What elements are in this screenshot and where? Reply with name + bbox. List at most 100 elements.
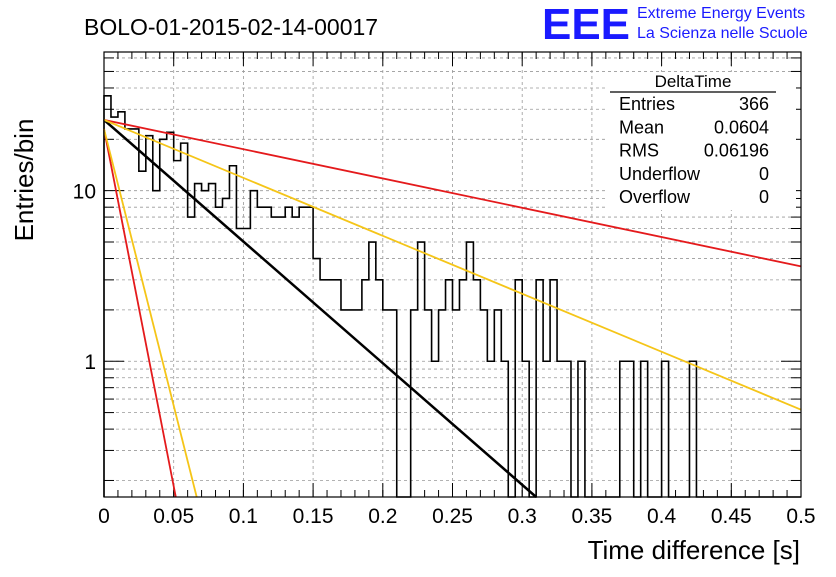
histogram-bin bbox=[195, 184, 202, 497]
histogram-bin bbox=[689, 361, 696, 497]
histogram-bin bbox=[271, 217, 278, 497]
x-tick-label: 0.05 bbox=[153, 505, 194, 528]
histogram-bin bbox=[188, 217, 195, 497]
stats-value: 0.0604 bbox=[714, 117, 769, 137]
histogram-bin bbox=[341, 310, 348, 497]
histogram-bin bbox=[627, 361, 634, 497]
histogram-outline bbox=[103, 94, 801, 498]
histogram-bin bbox=[578, 361, 585, 497]
x-tick-label: 0.35 bbox=[571, 505, 612, 528]
stats-value: 0 bbox=[759, 164, 769, 184]
histogram-bin bbox=[334, 280, 341, 497]
histogram-bin bbox=[418, 242, 425, 497]
stats-box-title: DeltaTime bbox=[655, 72, 732, 91]
x-tick-label: 0.1 bbox=[229, 505, 258, 528]
x-tick-label: 0.3 bbox=[508, 505, 537, 528]
run-title: BOLO-01-2015-02-14-00017 bbox=[84, 14, 378, 40]
histogram-bin bbox=[264, 207, 271, 497]
histogram-bin bbox=[662, 361, 669, 497]
histogram-bin bbox=[620, 361, 627, 497]
stats-label: Entries bbox=[619, 94, 675, 114]
fit-line-5 bbox=[103, 128, 198, 498]
x-tick-label: 0.15 bbox=[293, 505, 334, 528]
histogram-bin bbox=[515, 280, 522, 497]
histogram-bin bbox=[306, 207, 313, 497]
plot-frame bbox=[103, 51, 802, 498]
histogram-bin bbox=[459, 280, 466, 497]
x-tick-label: 0.25 bbox=[432, 505, 473, 528]
histogram-bin bbox=[383, 310, 390, 497]
y-tick-label: 10 bbox=[73, 181, 96, 204]
histogram-bin bbox=[536, 280, 543, 497]
stats-value: 366 bbox=[739, 94, 769, 114]
fit-line-4 bbox=[103, 128, 177, 498]
histogram-bin bbox=[466, 242, 473, 497]
histogram-bin bbox=[557, 361, 564, 497]
histogram-bin bbox=[390, 310, 397, 497]
histogram-bin bbox=[501, 361, 508, 497]
stats-box: DeltaTime Entries 366 Mean 0.0604 RMS 0.06196… bbox=[606, 72, 796, 210]
stats-label: Mean bbox=[619, 117, 664, 137]
histogram-bars bbox=[103, 94, 801, 498]
y-axis-title: Entries/bin bbox=[9, 119, 39, 242]
histogram-bin bbox=[243, 229, 250, 497]
stats-label: RMS bbox=[619, 141, 659, 161]
histogram-bin bbox=[299, 207, 306, 497]
histogram-bin bbox=[167, 132, 174, 497]
logo-line-2: La Scienza nelle Scuole bbox=[637, 25, 808, 42]
x-tick-labels: 0 0.05 0.1 0.15 0.2 0.25 0.3 0.35 0.4 0.45 0.5 bbox=[98, 505, 815, 528]
histogram-bin bbox=[229, 166, 236, 497]
x-axis-title: Time difference [s] bbox=[588, 535, 800, 565]
histogram-bin bbox=[292, 217, 299, 497]
eee-logo: EEE bbox=[542, 0, 630, 49]
stats-label: Overflow bbox=[619, 187, 691, 207]
x-tick-label: 0.4 bbox=[647, 505, 677, 528]
histogram-bin bbox=[564, 361, 571, 497]
histogram-bin bbox=[473, 280, 480, 497]
stats-value: 0.06196 bbox=[704, 141, 769, 161]
histogram-bin bbox=[257, 207, 264, 497]
histogram-bin bbox=[285, 207, 292, 497]
histogram-bin bbox=[125, 129, 132, 497]
stats-label: Underflow bbox=[619, 164, 701, 184]
histogram-bin bbox=[216, 207, 223, 497]
histogram-bin bbox=[487, 361, 494, 497]
fit-lines bbox=[103, 118, 802, 498]
stats-box-background bbox=[606, 72, 796, 210]
histogram-bin bbox=[494, 310, 501, 497]
histogram-bin bbox=[362, 280, 369, 497]
histogram-bin bbox=[132, 129, 139, 497]
histogram-bin bbox=[278, 217, 285, 497]
histogram-bin bbox=[250, 191, 257, 497]
y-tick-label: 1 bbox=[84, 351, 96, 374]
histogram-bin bbox=[327, 280, 334, 497]
histogram-bin bbox=[222, 198, 229, 497]
histogram-bin bbox=[313, 259, 320, 497]
histogram-bin bbox=[376, 280, 383, 497]
histogram-bin bbox=[355, 310, 362, 497]
y-tick-labels: 1 10 bbox=[73, 181, 96, 375]
fit-line-3 bbox=[103, 119, 802, 411]
histogram-bin bbox=[641, 361, 648, 497]
histogram-bin bbox=[432, 361, 439, 497]
histogram-bin bbox=[453, 310, 460, 497]
x-tick-label: 0.2 bbox=[368, 505, 397, 528]
logo-line-1: Extreme Energy Events bbox=[637, 5, 805, 22]
fit-line-2 bbox=[103, 118, 802, 268]
stats-value: 0 bbox=[759, 187, 769, 207]
x-tick-label: 0.45 bbox=[711, 505, 752, 528]
histogram-bin bbox=[522, 361, 529, 497]
histogram-bin bbox=[550, 280, 557, 497]
histogram-bin bbox=[236, 229, 243, 497]
histogram-bin bbox=[543, 361, 550, 497]
x-tick-label: 0 bbox=[98, 505, 110, 528]
x-tick-label: 0.5 bbox=[786, 505, 815, 528]
histogram-bin bbox=[209, 184, 216, 497]
histogram-bin bbox=[118, 112, 125, 497]
histogram-bin bbox=[202, 191, 209, 497]
fit-line-1 bbox=[103, 118, 537, 498]
histogram-bin bbox=[369, 242, 376, 497]
